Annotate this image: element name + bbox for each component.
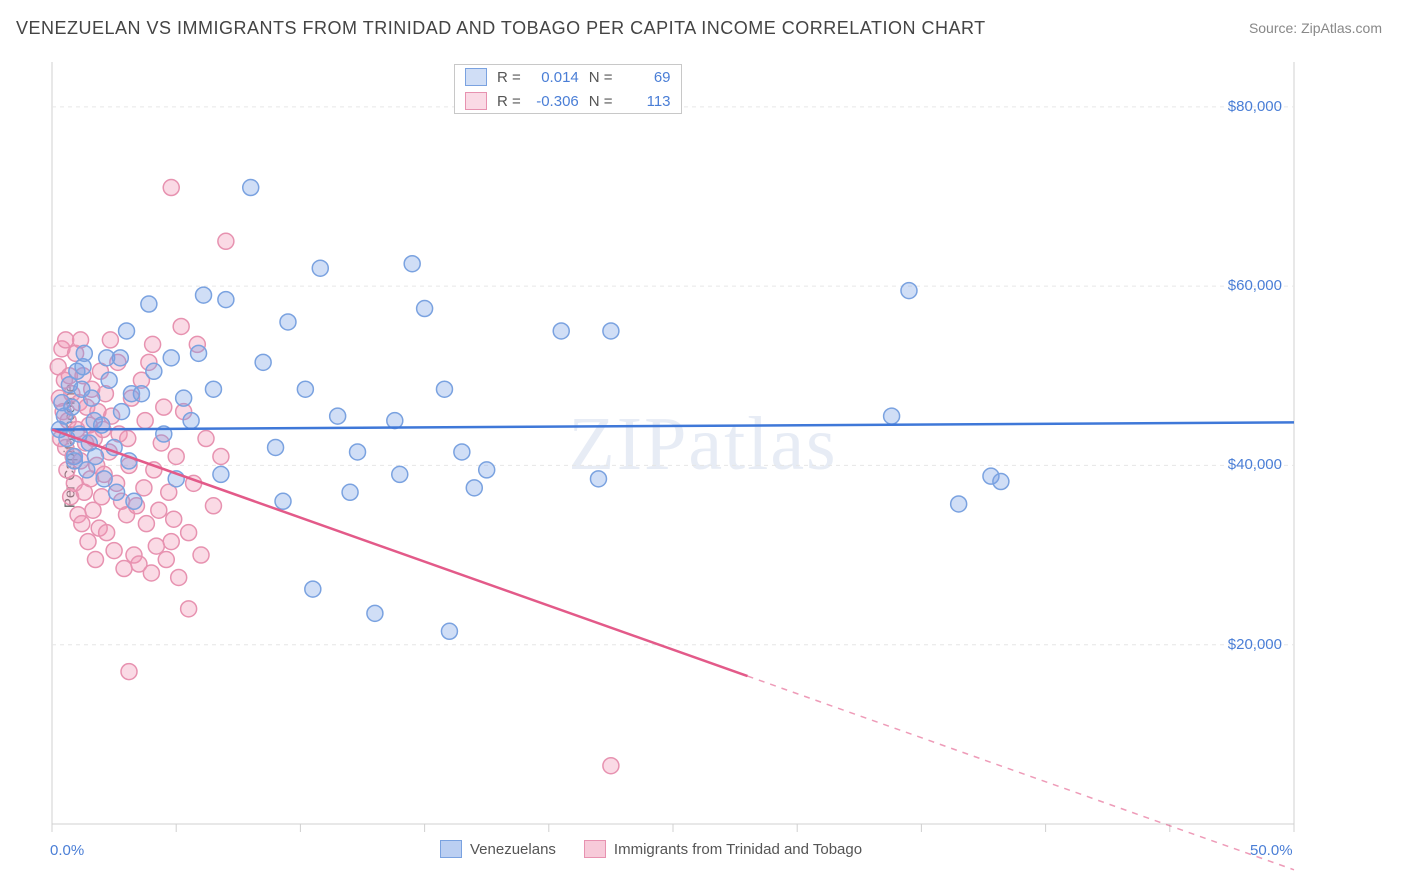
n-value-pink: 113 xyxy=(623,93,671,110)
y-tick-label: $60,000 xyxy=(1228,277,1282,294)
stats-row-pink: R = -0.306 N = 113 xyxy=(455,89,681,113)
swatch-blue xyxy=(440,840,462,858)
swatch-pink xyxy=(465,92,487,110)
stats-legend-box: R = 0.014 N = 69 R = -0.306 N = 113 xyxy=(454,64,682,114)
legend-item-pink: Immigrants from Trinidad and Tobago xyxy=(584,840,862,858)
r-value-blue: 0.014 xyxy=(531,69,579,86)
swatch-pink xyxy=(584,840,606,858)
chart-container: VENEZUELAN VS IMMIGRANTS FROM TRINIDAD A… xyxy=(0,0,1406,892)
chart-svg xyxy=(0,0,1406,892)
legend-label-blue: Venezuelans xyxy=(470,841,556,858)
y-tick-label: $80,000 xyxy=(1228,98,1282,115)
n-label: N = xyxy=(589,93,613,110)
r-label: R = xyxy=(497,69,521,86)
y-tick-label: $40,000 xyxy=(1228,456,1282,473)
n-value-blue: 69 xyxy=(623,69,671,86)
legend-bottom: Venezuelans Immigrants from Trinidad and… xyxy=(440,840,862,858)
y-tick-label: $20,000 xyxy=(1228,636,1282,653)
r-label: R = xyxy=(497,93,521,110)
legend-item-blue: Venezuelans xyxy=(440,840,556,858)
swatch-blue xyxy=(465,68,487,86)
legend-label-pink: Immigrants from Trinidad and Tobago xyxy=(614,841,862,858)
x-tick-right: 50.0% xyxy=(1250,842,1293,859)
r-value-pink: -0.306 xyxy=(531,93,579,110)
x-tick-left: 0.0% xyxy=(50,842,84,859)
n-label: N = xyxy=(589,69,613,86)
stats-row-blue: R = 0.014 N = 69 xyxy=(455,65,681,89)
